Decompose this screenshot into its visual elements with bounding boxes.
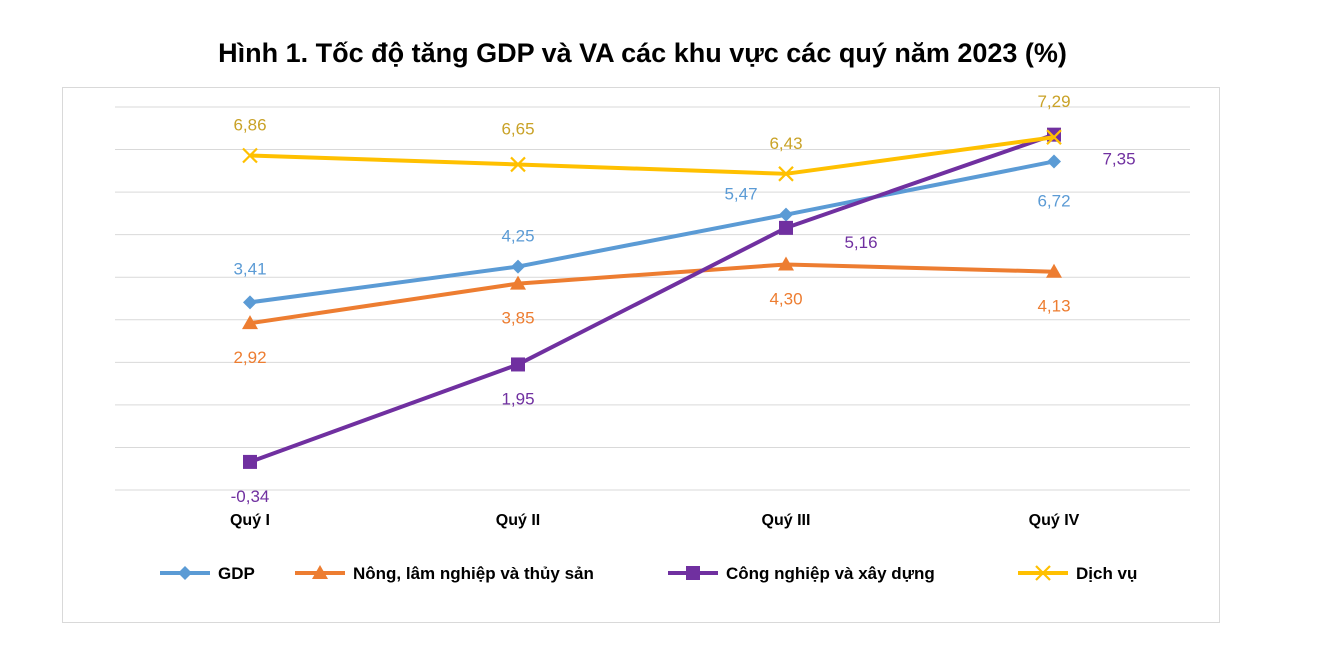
x-marker bbox=[1035, 565, 1051, 581]
data-label: 4,25 bbox=[501, 227, 534, 246]
series-gdp bbox=[243, 154, 1061, 310]
data-label: 5,47 bbox=[724, 185, 757, 204]
series-line bbox=[249, 262, 1055, 326]
diamond-marker bbox=[178, 566, 192, 580]
triangle-marker bbox=[778, 256, 794, 271]
x-tick-label: Quý III bbox=[762, 512, 811, 529]
triangle-marker bbox=[242, 315, 258, 330]
square-marker bbox=[686, 566, 700, 580]
triangle-marker bbox=[312, 565, 328, 579]
data-point bbox=[511, 357, 525, 372]
x-tick-label: Quý II bbox=[496, 512, 540, 529]
data-point bbox=[778, 166, 794, 182]
diamond-marker bbox=[779, 207, 793, 222]
data-label: -0,34 bbox=[231, 487, 270, 506]
data-point bbox=[779, 220, 793, 235]
data-label: 7,29 bbox=[1037, 92, 1070, 111]
legend-item-gdp: GDP bbox=[160, 564, 255, 583]
series-line bbox=[249, 159, 1055, 305]
data-point bbox=[1047, 154, 1061, 169]
data-point bbox=[1046, 263, 1062, 278]
x-tick-label: Quý IV bbox=[1029, 512, 1080, 529]
series-dich-vu bbox=[242, 129, 1062, 182]
data-label: 2,92 bbox=[233, 348, 266, 367]
data-label: 4,13 bbox=[1037, 297, 1070, 316]
square-marker bbox=[779, 220, 793, 235]
legend-label: Công nghiệp và xây dựng bbox=[726, 564, 935, 583]
x-marker bbox=[242, 147, 258, 164]
diamond-marker bbox=[1047, 154, 1061, 169]
data-label: 1,95 bbox=[501, 389, 534, 408]
series-line bbox=[249, 135, 1055, 176]
data-point bbox=[510, 275, 526, 290]
data-point bbox=[511, 259, 525, 274]
legend-item-cong-nghiep-va-xay-dung: Công nghiệp và xây dựng bbox=[668, 564, 935, 583]
series-nong-lam-nghiep-va-thuy-san bbox=[242, 256, 1062, 330]
legend-item-dich-vu: Dịch vụ bbox=[1018, 564, 1137, 583]
legend-item-nong-lam-nghiep-va-thuy-san: Nông, lâm nghiệp và thủy sản bbox=[295, 564, 594, 583]
data-point bbox=[243, 295, 257, 310]
x-tick-label: Quý I bbox=[230, 512, 270, 529]
triangle-marker bbox=[1046, 263, 1062, 278]
data-point bbox=[242, 315, 258, 330]
data-label: 6,86 bbox=[233, 116, 266, 135]
data-label: 7,35 bbox=[1102, 150, 1135, 169]
data-label: 6,65 bbox=[501, 119, 534, 138]
x-marker bbox=[778, 166, 794, 182]
triangle-marker bbox=[510, 275, 526, 290]
square-marker bbox=[511, 357, 525, 372]
data-label: 3,41 bbox=[233, 259, 266, 278]
series-cong-nghiep-va-xay-dung bbox=[243, 127, 1061, 469]
diamond-marker bbox=[511, 259, 525, 274]
x-axis: Quý I Quý II Quý III Quý IV bbox=[230, 512, 1080, 529]
chart-frame bbox=[62, 87, 1220, 623]
series-lines bbox=[242, 127, 1062, 469]
legend: GDP Nông, lâm nghiệp và thủy sản Công nghi… bbox=[160, 564, 1137, 583]
series-line bbox=[249, 132, 1055, 464]
chart-title: Hình 1. Tốc độ tăng GDP và VA các khu vự… bbox=[218, 38, 1067, 68]
legend-label: Dịch vụ bbox=[1076, 564, 1137, 583]
legend-label: Nông, lâm nghiệp và thủy sản bbox=[353, 564, 594, 583]
data-label: 4,30 bbox=[769, 289, 802, 308]
data-point bbox=[779, 207, 793, 222]
data-label: 6,72 bbox=[1037, 191, 1070, 210]
x-marker bbox=[1046, 129, 1062, 145]
data-point bbox=[510, 156, 526, 173]
data-label: 3,85 bbox=[501, 309, 534, 328]
data-point bbox=[243, 454, 257, 469]
square-marker bbox=[243, 454, 257, 469]
data-point bbox=[778, 256, 794, 271]
diamond-marker bbox=[243, 295, 257, 310]
data-label: 6,43 bbox=[769, 134, 802, 153]
data-point bbox=[1046, 129, 1062, 145]
data-point bbox=[242, 147, 258, 164]
legend-label: GDP bbox=[218, 564, 255, 583]
data-labels: 3,41 4,25 5,47 6,72 2,92 3,85 4,30 4,13 -0,34 1,9… bbox=[231, 92, 1136, 506]
data-label: 5,16 bbox=[844, 233, 877, 252]
x-marker bbox=[510, 156, 526, 173]
